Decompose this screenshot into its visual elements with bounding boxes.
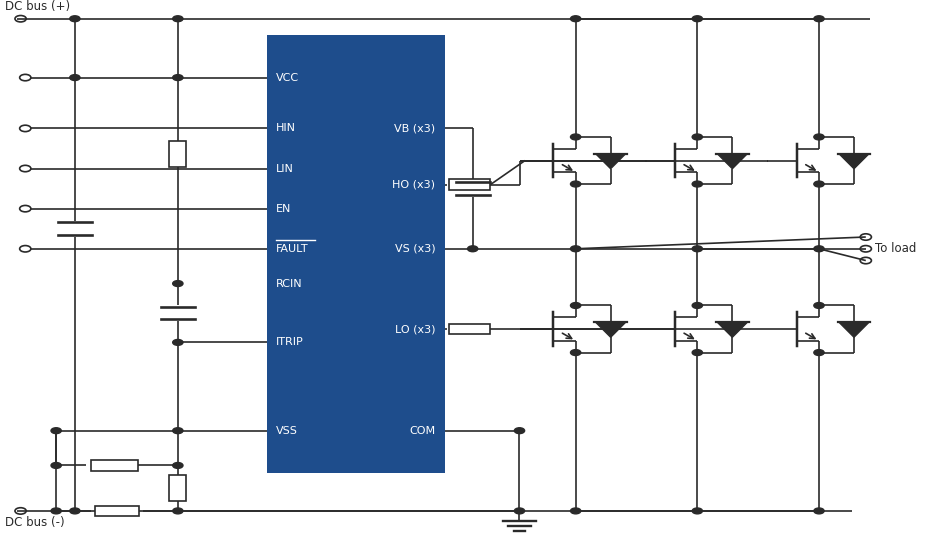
Bar	[449, 324, 490, 334]
Circle shape	[571, 16, 580, 21]
Text: RCIN: RCIN	[276, 279, 302, 288]
Circle shape	[51, 462, 62, 469]
Circle shape	[571, 181, 580, 187]
Text: VS (x3): VS (x3)	[395, 244, 435, 254]
Circle shape	[813, 246, 825, 251]
Text: ITRIP: ITRIP	[276, 338, 304, 347]
Circle shape	[173, 74, 183, 80]
Circle shape	[173, 340, 183, 346]
Circle shape	[571, 246, 580, 251]
Bar	[169, 475, 186, 501]
Text: To load: To load	[875, 242, 916, 255]
Text: VSS: VSS	[276, 426, 298, 435]
Circle shape	[813, 181, 825, 187]
Circle shape	[813, 350, 825, 355]
Circle shape	[51, 428, 62, 433]
Text: DC bus (-): DC bus (-)	[5, 516, 65, 529]
Text: DC bus (+): DC bus (+)	[5, 1, 70, 13]
Bar	[95, 506, 139, 516]
Circle shape	[813, 303, 825, 308]
Circle shape	[571, 303, 580, 308]
Circle shape	[173, 462, 183, 469]
Polygon shape	[596, 154, 625, 169]
Circle shape	[571, 508, 580, 514]
Circle shape	[70, 16, 80, 21]
Circle shape	[813, 134, 825, 140]
Circle shape	[693, 246, 703, 251]
Bar	[91, 460, 138, 471]
Circle shape	[514, 508, 524, 514]
Polygon shape	[718, 323, 747, 337]
Circle shape	[693, 303, 703, 308]
Polygon shape	[840, 154, 869, 169]
Bar	[267, 35, 445, 473]
Circle shape	[514, 428, 524, 433]
Circle shape	[571, 134, 580, 140]
Text: HIN: HIN	[276, 124, 296, 133]
Circle shape	[173, 16, 183, 21]
Polygon shape	[596, 323, 625, 337]
Text: FAULT: FAULT	[276, 244, 309, 254]
Circle shape	[173, 508, 183, 514]
Circle shape	[693, 350, 703, 355]
Circle shape	[693, 181, 703, 187]
Circle shape	[693, 508, 703, 514]
Text: HO (x3): HO (x3)	[392, 180, 435, 189]
Text: LIN: LIN	[276, 164, 294, 173]
Text: VB (x3): VB (x3)	[394, 124, 435, 133]
Circle shape	[51, 508, 62, 514]
Text: COM: COM	[409, 426, 435, 435]
Circle shape	[693, 134, 703, 140]
Circle shape	[693, 16, 703, 21]
Circle shape	[571, 350, 580, 355]
Circle shape	[70, 74, 80, 80]
Bar	[449, 179, 490, 190]
Circle shape	[70, 508, 80, 514]
Circle shape	[173, 280, 183, 287]
Bar	[169, 141, 186, 167]
Circle shape	[173, 428, 183, 433]
Text: LO (x3): LO (x3)	[395, 324, 435, 334]
Polygon shape	[840, 323, 869, 337]
Polygon shape	[718, 154, 747, 169]
Circle shape	[813, 508, 825, 514]
Circle shape	[813, 16, 825, 21]
Circle shape	[468, 246, 478, 251]
Text: EN: EN	[276, 204, 291, 213]
Text: VCC: VCC	[276, 73, 300, 82]
